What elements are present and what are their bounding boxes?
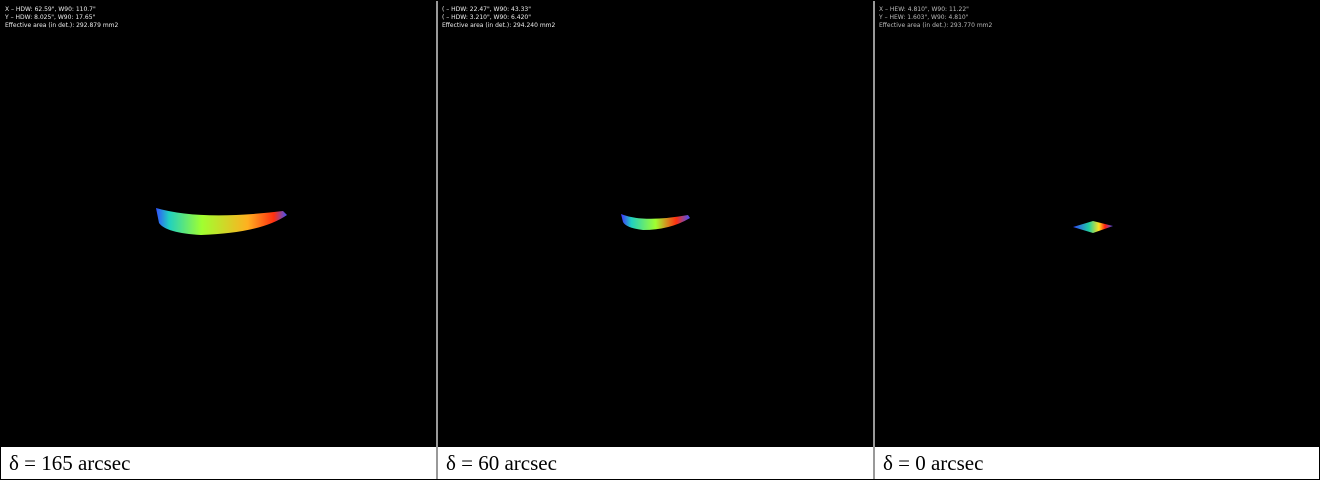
info-line: ( – HDW: 3.210", W90: 6.420" (442, 14, 555, 22)
spot (1073, 221, 1113, 233)
caption: δ = 165 arcsec (1, 446, 436, 479)
detector-image: ( – HDW: 22.47", W90: 43.33" ( – HDW: 3.… (438, 1, 873, 446)
info-line: Y – HDW: 8.025", W90: 17.65" (5, 14, 118, 22)
panel: X – HDW: 62.59", W90: 110.7" Y – HDW: 8.… (1, 1, 438, 479)
info-line: X – HEW: 4.810", W90: 11.22" (879, 6, 992, 14)
panel: ( – HDW: 22.47", W90: 43.33" ( – HDW: 3.… (438, 1, 875, 479)
info-line: Effective area (in det.): 292.879 mm2 (5, 22, 118, 30)
info-text: ( – HDW: 22.47", W90: 43.33" ( – HDW: 3.… (442, 6, 555, 30)
info-line: Y – HEW: 1.603", W90: 4.810" (879, 14, 992, 22)
info-text: X – HDW: 62.59", W90: 110.7" Y – HDW: 8.… (5, 6, 118, 30)
caption: δ = 0 arcsec (875, 446, 1319, 479)
info-line: X – HDW: 62.59", W90: 110.7" (5, 6, 118, 14)
panel: X – HEW: 4.810", W90: 11.22" Y – HEW: 1.… (875, 1, 1319, 479)
detector-image: X – HDW: 62.59", W90: 110.7" Y – HDW: 8.… (1, 1, 436, 446)
spot-plot (875, 1, 1319, 446)
info-text: X – HEW: 4.810", W90: 11.22" Y – HEW: 1.… (879, 6, 992, 30)
info-line: Effective area (in det.): 293.770 mm2 (879, 22, 992, 30)
spot (621, 214, 690, 230)
spot-plot (438, 1, 873, 446)
caption: δ = 60 arcsec (438, 446, 873, 479)
spot-plot (1, 1, 436, 446)
figure: X – HDW: 62.59", W90: 110.7" Y – HDW: 8.… (0, 0, 1320, 480)
info-line: ( – HDW: 22.47", W90: 43.33" (442, 6, 555, 14)
detector-image: X – HEW: 4.810", W90: 11.22" Y – HEW: 1.… (875, 1, 1319, 446)
spot (156, 208, 287, 235)
info-line: Effective area (in det.): 294.240 mm2 (442, 22, 555, 30)
